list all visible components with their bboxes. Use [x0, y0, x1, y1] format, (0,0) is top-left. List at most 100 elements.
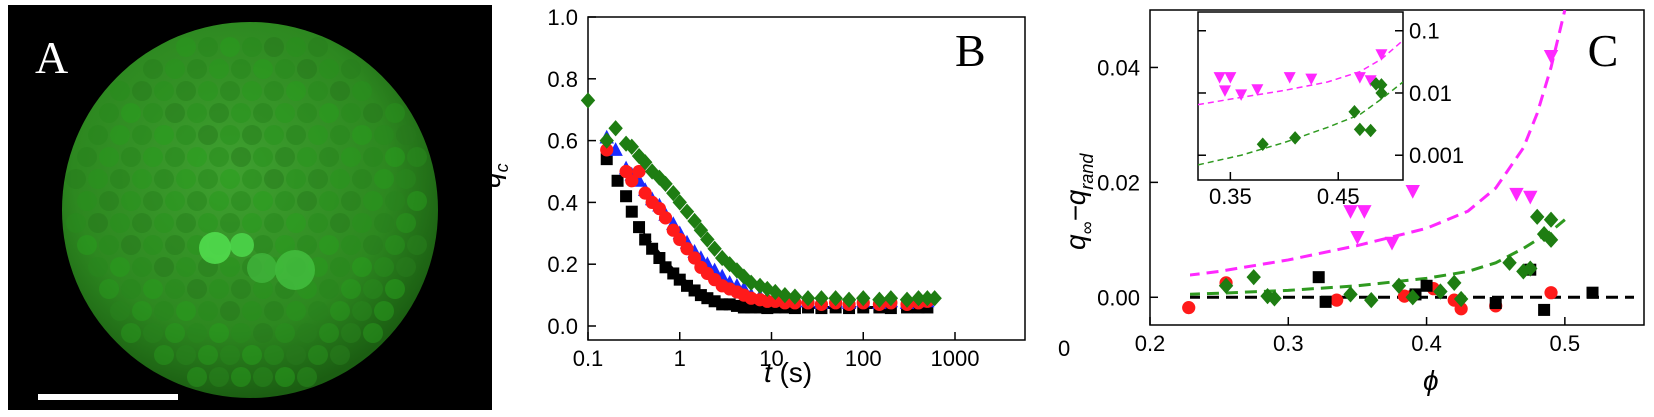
bright-particle [247, 253, 277, 283]
particle [319, 103, 339, 123]
particle [341, 103, 361, 123]
data-point [911, 290, 926, 307]
data-point [1536, 225, 1552, 243]
fit-line [1198, 81, 1403, 166]
particle [121, 103, 141, 123]
y-tick-label: 0.0 [547, 314, 578, 339]
particle [165, 191, 185, 211]
particle [66, 213, 86, 233]
x-tick-label: 0.35 [1209, 184, 1252, 209]
particle [77, 147, 97, 167]
particle [88, 257, 108, 277]
particle [132, 125, 152, 145]
particle [341, 235, 361, 255]
x-tick-label: 0.5 [1550, 331, 1581, 356]
particle [154, 213, 174, 233]
particle [231, 323, 251, 343]
data-point [1523, 260, 1538, 277]
y-tick-label: 0.6 [547, 129, 578, 154]
particle [132, 169, 152, 189]
particle [154, 125, 174, 145]
svg-text:qc: qc [475, 163, 512, 188]
particle [308, 37, 328, 57]
data-point [580, 92, 596, 109]
particle [253, 59, 273, 79]
particle [165, 103, 185, 123]
panel-c-letter: C [1588, 25, 1619, 76]
particle [352, 301, 372, 321]
particle [165, 323, 185, 343]
particle [319, 147, 339, 167]
particle [143, 191, 163, 211]
particle [165, 59, 185, 79]
data-point [638, 186, 652, 200]
particle [132, 301, 152, 321]
x-tick-label: 100 [845, 346, 882, 371]
particle [176, 81, 196, 101]
particle [352, 81, 372, 101]
data-point [666, 223, 680, 237]
panel-a-image: A [8, 5, 492, 410]
data-point [1251, 84, 1264, 96]
data-point [1357, 205, 1372, 219]
particle [297, 367, 317, 387]
particle [253, 103, 273, 123]
particle [407, 147, 427, 167]
data-point [673, 232, 687, 247]
particle [308, 169, 328, 189]
particle [319, 235, 339, 255]
data-point [1353, 122, 1366, 137]
data-point [1489, 297, 1502, 310]
particle [341, 323, 361, 343]
particle [143, 147, 163, 167]
particle [330, 345, 350, 365]
particle [319, 191, 339, 211]
data-point [653, 252, 666, 265]
particle [396, 169, 416, 189]
particle [110, 169, 130, 189]
data-point [1353, 72, 1366, 84]
particle [154, 345, 174, 365]
particle [88, 169, 108, 189]
particle [264, 81, 284, 101]
y-tick-label: 0.2 [547, 252, 578, 277]
particle [121, 323, 141, 343]
particle [154, 169, 174, 189]
data-point [658, 211, 673, 225]
particle [407, 235, 427, 255]
data-point [1543, 211, 1559, 228]
particle [308, 301, 328, 321]
y-tick-label: 0.4 [547, 190, 578, 215]
particle [396, 125, 416, 145]
particle [275, 59, 295, 79]
particle [264, 125, 284, 145]
y-tick-label: 0.1 [1409, 19, 1440, 44]
particle [220, 257, 240, 277]
data-point [1224, 72, 1237, 84]
particle [286, 81, 306, 101]
x-tick-label: 10 [759, 346, 783, 371]
data-point [1523, 190, 1538, 205]
data-point [700, 231, 715, 248]
particle [198, 169, 218, 189]
particle [121, 279, 141, 299]
panel-c-axes: 0.2 0.3 0.4 0.5 0.00 0.02 0.04 [1097, 55, 1580, 356]
particle [187, 279, 207, 299]
data-point [599, 132, 614, 149]
y-tick-label: 0.00 [1097, 285, 1140, 310]
y-tick-label: 0.8 [547, 67, 578, 92]
data-point [652, 201, 666, 216]
particle [330, 125, 350, 145]
particle [297, 147, 317, 167]
particle-texture [66, 37, 427, 387]
data-point [828, 290, 843, 307]
particle [374, 257, 394, 277]
particle [132, 81, 152, 101]
particle [374, 125, 394, 145]
x-tick-label: 0.1 [573, 346, 604, 371]
particle [396, 257, 416, 277]
x-tick-label: 0.4 [1411, 331, 1442, 356]
particle [132, 213, 152, 233]
particle [385, 279, 405, 299]
particle [286, 213, 306, 233]
